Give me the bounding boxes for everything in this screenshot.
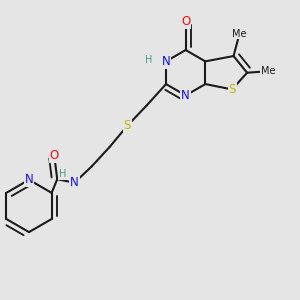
Text: S: S: [124, 119, 131, 132]
Text: H: H: [59, 169, 66, 179]
Text: Me: Me: [232, 29, 247, 39]
Text: S: S: [228, 83, 236, 96]
Text: O: O: [181, 15, 190, 28]
Text: N: N: [25, 173, 33, 186]
Text: H: H: [145, 55, 152, 65]
Text: Me: Me: [261, 66, 275, 76]
Text: N: N: [181, 89, 190, 102]
Text: O: O: [50, 149, 59, 162]
Text: N: N: [70, 176, 79, 189]
Text: N: N: [162, 55, 170, 68]
